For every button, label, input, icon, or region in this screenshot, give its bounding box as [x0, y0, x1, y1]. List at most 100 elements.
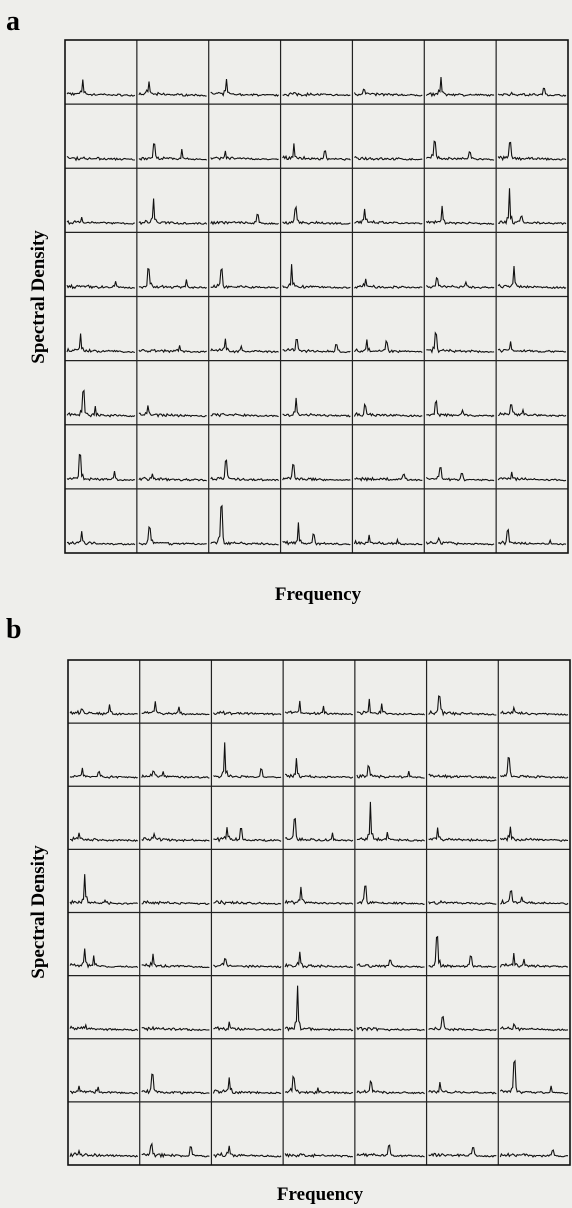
spectrum	[428, 899, 497, 905]
spectrum	[284, 1152, 354, 1159]
spectrum	[425, 536, 495, 546]
spectrum	[425, 140, 495, 161]
spectrum	[499, 1022, 568, 1032]
spectrum	[138, 143, 207, 161]
spectra-grids	[64, 39, 571, 1166]
spectrum	[138, 405, 207, 418]
spectrum	[213, 1021, 282, 1032]
y-axis-label: Spectral Density	[28, 845, 49, 979]
spectrum	[69, 1085, 139, 1095]
spectrum	[356, 698, 425, 716]
spectrum	[141, 1025, 210, 1032]
spectrum	[497, 87, 567, 97]
x-axis-label: Frequency	[277, 1184, 364, 1205]
spectrum	[213, 957, 282, 969]
spectrum	[69, 1148, 139, 1158]
spectrum	[282, 92, 351, 98]
spectrum	[356, 801, 425, 842]
spectrum	[141, 701, 210, 716]
panel-label: a	[6, 6, 20, 37]
spectrum	[425, 76, 495, 98]
spectrum	[141, 1073, 210, 1095]
spectrum	[425, 466, 495, 482]
spectrum	[497, 341, 567, 354]
spectrum	[354, 208, 423, 225]
spectrum	[210, 150, 279, 161]
spectrum	[497, 141, 567, 162]
spectrum	[212, 1077, 282, 1095]
spectrum	[428, 935, 497, 969]
spectrum	[428, 1015, 497, 1032]
spectrum	[69, 1023, 139, 1032]
spectrum	[498, 188, 567, 226]
spectrum	[284, 817, 354, 842]
spectrum	[141, 1142, 210, 1159]
spectrum	[69, 874, 138, 906]
spectrum	[212, 710, 282, 716]
spectrum	[69, 767, 138, 779]
spectrum	[284, 951, 354, 969]
x-axis-label: Frequency	[275, 584, 362, 605]
spectrum	[354, 278, 423, 289]
spectrum	[210, 267, 279, 289]
spectrum	[284, 1075, 353, 1095]
spectrum	[213, 1145, 282, 1159]
y-axis-label: Spectral Density	[28, 230, 49, 364]
spectrum	[141, 770, 210, 779]
spectrum	[499, 826, 569, 842]
spectrum	[353, 402, 423, 418]
spectrum	[497, 265, 567, 290]
spectrum	[210, 412, 279, 418]
spectrum	[353, 88, 423, 97]
spectrum	[210, 213, 279, 226]
spectrum	[356, 959, 425, 969]
spectrum	[284, 985, 354, 1032]
spectrum	[66, 79, 136, 97]
spectrum	[66, 155, 135, 162]
spectrum	[425, 276, 495, 290]
spectrum	[497, 404, 567, 418]
spectrum	[356, 1144, 425, 1158]
spectrum	[213, 742, 282, 779]
spectrum	[282, 339, 351, 354]
spectrum	[497, 528, 567, 546]
spectrum	[428, 1147, 497, 1158]
spectrum	[210, 79, 280, 97]
spectrum	[282, 522, 351, 546]
spectrum	[284, 700, 353, 716]
spectrum	[69, 948, 139, 969]
spectrum	[66, 531, 136, 546]
spectrum	[282, 397, 351, 418]
spectrum	[282, 463, 351, 482]
spectrum	[138, 81, 207, 97]
spectrum	[354, 473, 423, 482]
spectrum	[282, 205, 351, 226]
spectrum	[141, 953, 210, 969]
spectrum	[210, 504, 279, 546]
spectrum	[499, 756, 569, 779]
spectrum	[499, 1149, 569, 1158]
spectrum	[356, 885, 425, 906]
spectrum	[69, 704, 138, 716]
spectrum	[500, 705, 569, 716]
spectrum	[428, 1082, 497, 1095]
spectrum	[426, 399, 495, 418]
spectrum	[500, 890, 569, 905]
spectrum	[141, 831, 210, 843]
spectrum	[138, 345, 207, 354]
spectrum	[428, 695, 497, 717]
spectrum	[66, 453, 135, 482]
spectrum	[138, 525, 207, 546]
spectrum	[499, 952, 568, 968]
spectrum	[138, 267, 208, 290]
spectrum	[210, 459, 279, 482]
spectrum	[284, 886, 354, 906]
grid-frame	[64, 39, 569, 554]
spectrum	[282, 264, 351, 289]
spectrum	[66, 281, 136, 290]
spectrum	[210, 338, 279, 354]
spectrum	[66, 389, 136, 418]
spectrum	[354, 155, 423, 161]
spectrum	[356, 1026, 425, 1032]
